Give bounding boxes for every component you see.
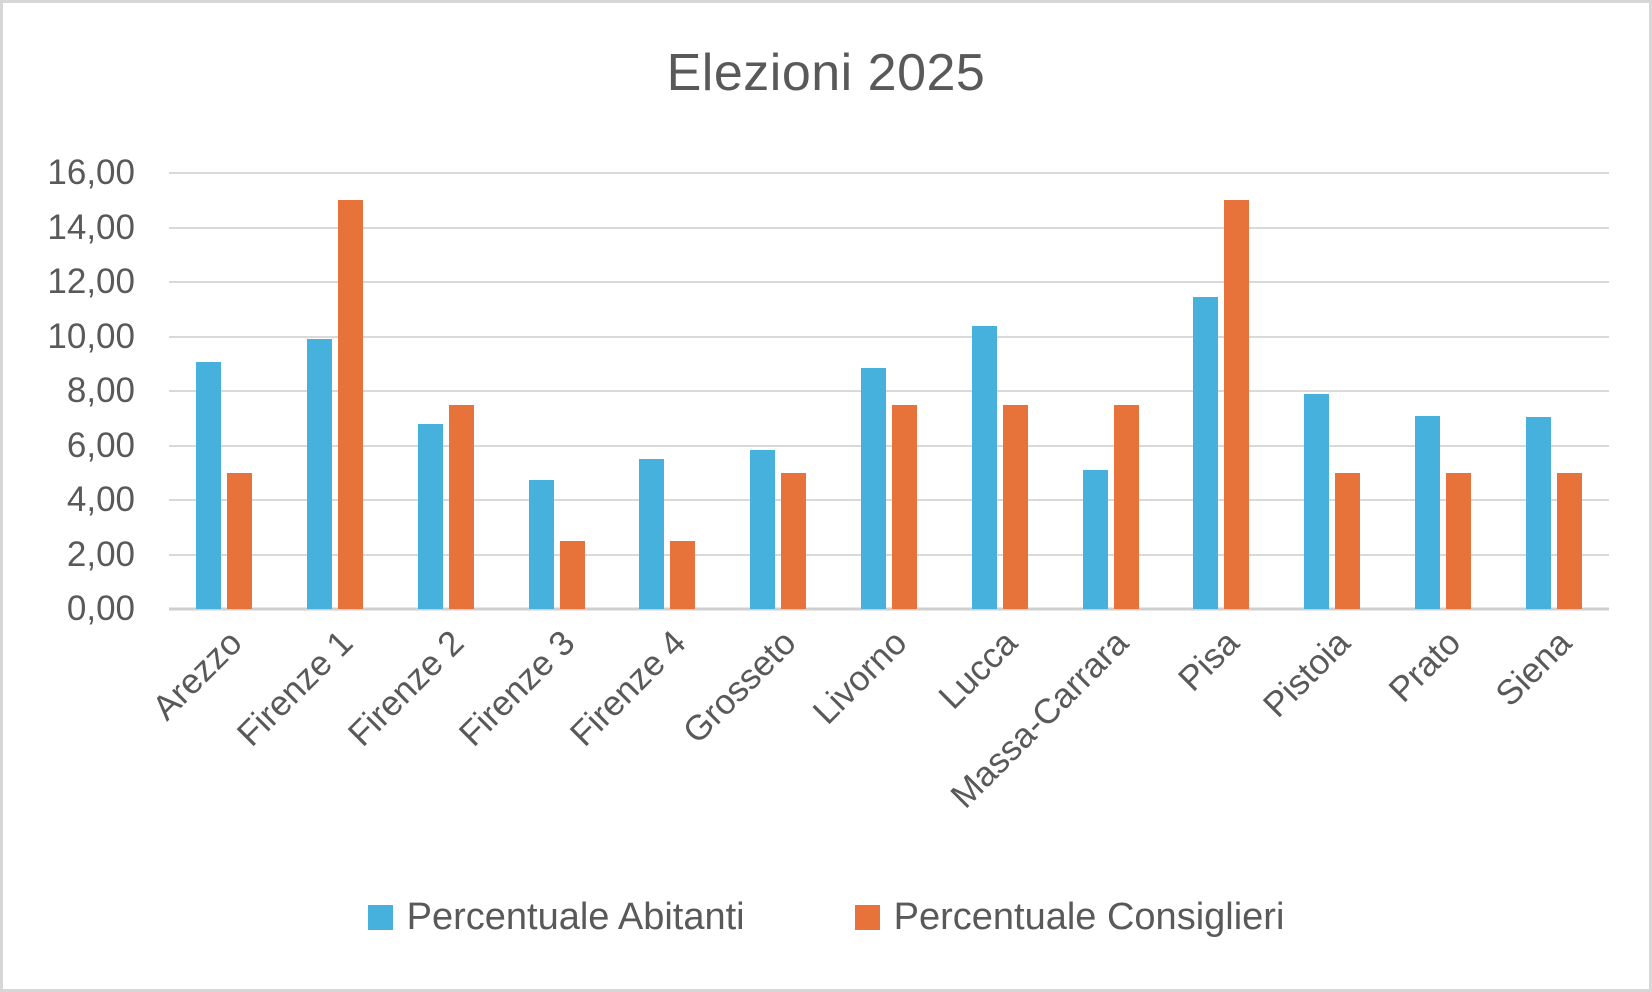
bar-consiglieri: [559, 540, 585, 609]
bar-abitanti: [750, 449, 776, 609]
bar-abitanti: [1082, 470, 1108, 609]
bar-consiglieri: [1002, 404, 1028, 609]
bar-group: Arezzo: [145, 173, 280, 728]
bar-group: Firenze 3: [452, 173, 612, 754]
bar-group: Pisa: [1166, 173, 1277, 699]
bar-abitanti: [196, 362, 222, 609]
bar-group: Prato: [1382, 173, 1498, 710]
bar-consiglieri: [670, 540, 696, 609]
bar-abitanti: [639, 459, 665, 609]
y-axis-tick-label: 4,00: [66, 480, 135, 519]
y-axis-tick-label: 10,00: [47, 316, 135, 356]
y-axis-tick-label: 14,00: [47, 207, 135, 247]
legend-label-consiglieri: Percentuale Consiglieri: [893, 896, 1285, 938]
gridline: [169, 226, 1609, 229]
bar-consiglieri: [227, 472, 253, 609]
bar-group: Pistoia: [1256, 173, 1388, 725]
bar-group: Livorno: [806, 173, 945, 732]
gridline: [169, 335, 1609, 338]
bar-group: Firenze 1: [230, 173, 391, 754]
bar-consiglieri: [1556, 472, 1582, 609]
bar-consiglieri: [1224, 200, 1250, 609]
x-axis-line: [169, 607, 1609, 611]
bars-row: Arezzo Firenze 1 Firenze 2 Firenze 3 Firenze…: [145, 173, 1609, 816]
bar-group: Lucca: [932, 173, 1055, 717]
chart-title: Elezioni 2025: [666, 44, 986, 102]
bar-consiglieri: [338, 200, 364, 609]
legend-item-abitanti: Percentuale Abitanti: [367, 896, 745, 939]
bar-consiglieri: [1113, 404, 1139, 609]
bar-group: Grosseto: [676, 173, 834, 751]
bar-abitanti: [1525, 416, 1551, 609]
bar-consiglieri: [1335, 472, 1361, 609]
bar-abitanti: [417, 423, 443, 609]
bar-consiglieri: [781, 472, 807, 609]
y-axis-tick-label: 12,00: [47, 262, 135, 301]
legend-label-abitanti: Percentuale Abitanti: [406, 896, 745, 938]
plot-area: Arezzo Firenze 1 Firenze 2 Firenze 3 Firenze…: [47, 153, 1609, 816]
bar-group: Massa-Carrara: [943, 173, 1166, 816]
y-axis-tick-label: 16,00: [47, 153, 135, 192]
gridline: [169, 553, 1609, 556]
bar-consiglieri: [448, 404, 474, 609]
legend-item-consiglieri: Percentuale Consiglieri: [854, 896, 1285, 939]
bar-group: Firenze 2: [341, 173, 502, 754]
bar-abitanti: [1193, 297, 1219, 609]
gridline: [169, 499, 1609, 501]
legend-swatch-abitanti-icon: [367, 905, 393, 930]
bar-abitanti: [307, 339, 333, 609]
y-axis-tick-label: 8,00: [66, 371, 135, 410]
bar-abitanti: [1304, 393, 1330, 609]
y-axis-tick-label: 6,00: [66, 425, 135, 465]
bar-consiglieri: [891, 404, 917, 609]
bar-group: Firenze 4: [562, 173, 723, 754]
bar-abitanti: [971, 325, 997, 609]
legend: Percentuale Abitanti Percentuale Consigl…: [3, 896, 1649, 939]
bar-abitanti: [528, 479, 554, 609]
y-axis-tick-label: 2,00: [66, 534, 135, 574]
bar-consiglieri: [1445, 472, 1471, 609]
bar-group: Siena: [1488, 173, 1609, 714]
gridline: [169, 281, 1609, 283]
bar-abitanti: [860, 367, 886, 609]
legend-swatch-consiglieri-icon: [854, 905, 880, 930]
gridline: [169, 444, 1609, 447]
gridline: [169, 390, 1609, 392]
gridline: [169, 172, 1609, 174]
bar-abitanti: [1414, 415, 1440, 609]
y-axis-tick-label: 0,00: [66, 589, 135, 628]
